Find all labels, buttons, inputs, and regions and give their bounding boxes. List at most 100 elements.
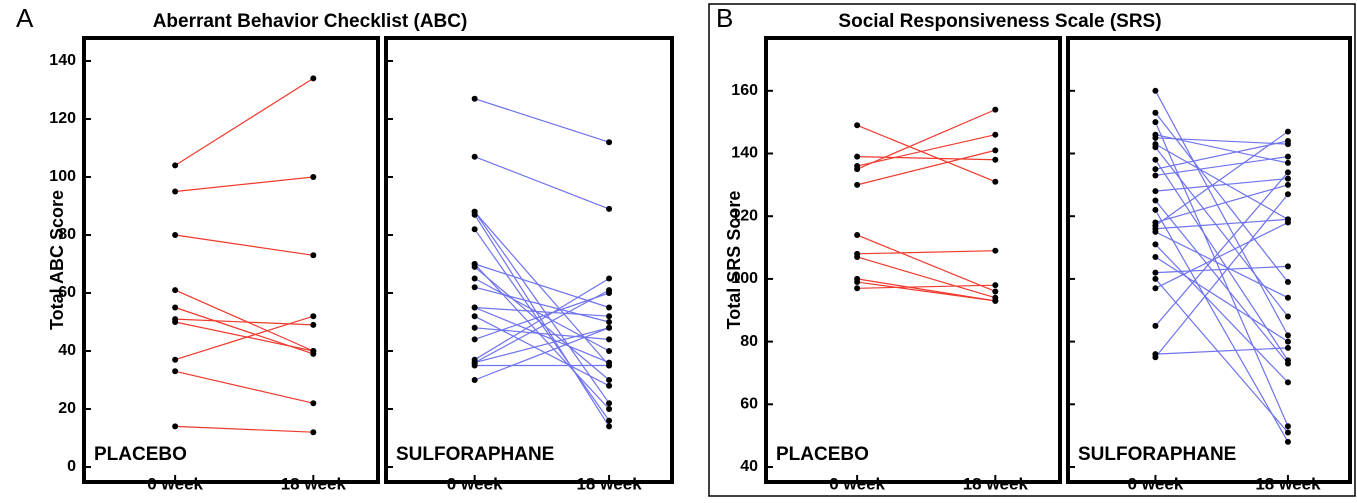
subject-dot	[1284, 191, 1291, 198]
subject-line	[474, 306, 610, 364]
subject-dot	[310, 252, 317, 259]
subject-dot	[1152, 134, 1159, 141]
subject-dot	[172, 287, 179, 294]
subject-line	[474, 286, 610, 323]
x-tick-label: 0 week	[1128, 474, 1184, 493]
subject-dot	[172, 188, 179, 195]
y-axis-label: Total ABC Score	[47, 190, 67, 330]
subject-dot	[471, 377, 478, 383]
subject-dot	[606, 382, 613, 389]
subject-line	[474, 228, 610, 421]
subject-dot	[1152, 172, 1159, 179]
subject-dot	[172, 162, 179, 169]
y-tick-label: 0	[67, 458, 76, 475]
subject-dot	[992, 147, 999, 154]
subject-dot	[1284, 219, 1291, 226]
subject-line	[174, 315, 314, 361]
subject-dot	[992, 131, 999, 138]
subject-line	[174, 289, 314, 352]
subject-dot	[854, 181, 861, 188]
x-tick-label: 18 week	[576, 474, 642, 493]
subject-dot	[1152, 87, 1159, 94]
subject-dot	[992, 297, 999, 304]
subject-dot	[1284, 137, 1291, 144]
subject-line	[175, 234, 314, 256]
subject-dot	[1284, 360, 1291, 367]
subject-line	[856, 234, 996, 292]
subject-dot	[606, 348, 613, 354]
subject-dot	[992, 178, 999, 185]
subject-dot	[1284, 169, 1291, 176]
y-tick-label: 120	[49, 110, 76, 127]
subject-line	[1155, 184, 1289, 224]
subject-line	[174, 77, 314, 166]
x-tick-label: 0 week	[829, 474, 885, 493]
subject-dot	[1152, 285, 1159, 292]
subject-line	[175, 370, 314, 404]
subject-line	[857, 281, 996, 302]
subject-line	[474, 289, 610, 364]
subject-line	[474, 277, 610, 361]
subject-line	[856, 256, 996, 299]
subject-line	[1154, 146, 1289, 317]
subject-dot	[606, 205, 613, 212]
subject-line	[856, 109, 996, 170]
subject-dot	[992, 247, 999, 254]
subject-dot	[310, 429, 317, 436]
subject-dot	[172, 232, 179, 238]
subject-dot	[854, 166, 861, 173]
subject-dot	[471, 263, 478, 270]
subject-line	[1155, 156, 1289, 177]
subject-dot	[606, 324, 613, 331]
subject-dot	[310, 348, 317, 354]
y-tick-label: 120	[731, 207, 758, 224]
subject-line	[474, 327, 610, 381]
subject-dot	[471, 284, 478, 291]
subject-line	[1155, 265, 1288, 274]
subject-dot	[1152, 228, 1159, 235]
subject-line	[1155, 221, 1289, 289]
subject-dot	[310, 400, 317, 407]
subject-dot	[1284, 332, 1291, 339]
subject-dot	[1284, 181, 1291, 188]
subject-line	[856, 149, 996, 186]
subject-line	[1155, 347, 1288, 355]
subject-dot	[471, 153, 478, 160]
subject-dot	[606, 406, 613, 412]
subject-line	[1154, 244, 1289, 383]
subject-dot	[1152, 197, 1159, 204]
subject-line	[1154, 112, 1289, 283]
y-tick-label: 40	[740, 458, 758, 475]
subject-dot	[1284, 423, 1291, 430]
subject-line	[857, 250, 996, 255]
subject-dot	[172, 423, 179, 430]
subject-dot	[1152, 144, 1159, 151]
subpanel-frame	[82, 36, 380, 484]
subject-dot	[606, 139, 613, 146]
y-tick-label: 80	[58, 226, 76, 243]
subject-line	[1154, 90, 1289, 336]
subject-line	[474, 277, 610, 352]
subject-dot	[471, 226, 478, 233]
subject-dot	[606, 423, 613, 430]
subject-line	[474, 292, 610, 340]
y-tick-label: 140	[49, 52, 76, 69]
subject-line	[474, 263, 610, 410]
x-tick-label: 18 week	[1255, 474, 1321, 493]
subject-dot	[606, 304, 613, 311]
subject-dot	[992, 106, 999, 113]
subject-dot	[471, 275, 478, 282]
y-tick-label: 140	[731, 145, 758, 162]
subject-line	[474, 327, 610, 340]
group-label: SULFORAPHANE	[1078, 444, 1236, 465]
subject-line	[474, 315, 610, 387]
subject-line	[857, 156, 996, 161]
subject-dot	[1152, 119, 1159, 126]
subject-dot	[606, 313, 613, 320]
subject-dot	[310, 75, 317, 82]
subject-line	[857, 134, 996, 167]
subject-dot	[471, 324, 478, 331]
subject-line	[1155, 140, 1289, 170]
subject-line	[474, 214, 610, 427]
subject-line	[474, 327, 610, 364]
